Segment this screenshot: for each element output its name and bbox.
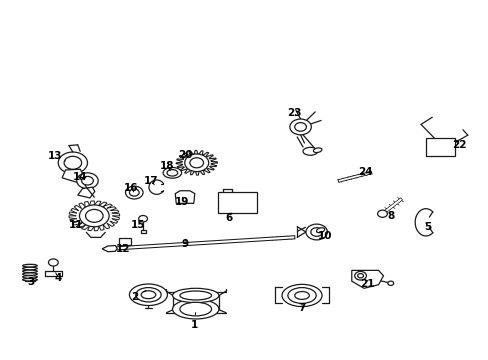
Text: 17: 17 [143, 176, 158, 186]
Text: 5: 5 [423, 222, 430, 231]
Text: 12: 12 [115, 244, 130, 254]
Ellipse shape [282, 284, 322, 307]
Circle shape [354, 271, 366, 280]
Circle shape [294, 123, 306, 131]
Text: 21: 21 [359, 279, 374, 289]
Text: 16: 16 [124, 183, 138, 193]
Circle shape [125, 186, 143, 199]
Ellipse shape [316, 228, 324, 233]
Ellipse shape [136, 288, 161, 302]
Bar [141, 230, 145, 233]
Bar [217, 192, 256, 213]
Text: 4: 4 [55, 273, 62, 283]
Circle shape [387, 281, 393, 285]
Text: 14: 14 [72, 172, 87, 182]
Circle shape [129, 189, 139, 196]
Ellipse shape [163, 167, 181, 178]
Ellipse shape [22, 264, 37, 267]
Text: 18: 18 [160, 161, 174, 171]
Text: 3: 3 [27, 277, 35, 287]
Text: 23: 23 [286, 108, 301, 118]
Text: 19: 19 [175, 197, 189, 207]
Text: 2: 2 [131, 291, 146, 302]
Bar [119, 238, 131, 245]
Ellipse shape [180, 291, 211, 300]
Circle shape [139, 216, 147, 222]
Ellipse shape [22, 273, 37, 275]
Circle shape [64, 156, 81, 169]
Circle shape [189, 158, 203, 168]
Ellipse shape [180, 302, 211, 316]
Circle shape [184, 154, 208, 172]
Polygon shape [175, 191, 194, 203]
Circle shape [357, 274, 363, 278]
Text: 22: 22 [451, 140, 466, 150]
Circle shape [81, 176, 93, 185]
Text: 6: 6 [225, 213, 232, 222]
Text: 20: 20 [178, 150, 192, 160]
Circle shape [58, 152, 87, 174]
Ellipse shape [303, 147, 317, 155]
Circle shape [80, 205, 109, 227]
Ellipse shape [129, 284, 167, 306]
Text: 13: 13 [48, 150, 65, 161]
Circle shape [310, 228, 322, 236]
Text: 11: 11 [69, 220, 83, 230]
Circle shape [289, 119, 311, 135]
Ellipse shape [287, 288, 316, 303]
Text: 8: 8 [386, 211, 394, 221]
Ellipse shape [22, 276, 37, 278]
Ellipse shape [294, 292, 309, 300]
Polygon shape [62, 169, 83, 183]
Ellipse shape [141, 291, 156, 299]
Text: 7: 7 [298, 303, 305, 314]
Circle shape [77, 173, 98, 189]
Polygon shape [102, 246, 117, 252]
Polygon shape [351, 270, 383, 288]
Text: 1: 1 [191, 312, 198, 330]
Text: 15: 15 [131, 220, 145, 230]
Ellipse shape [166, 170, 177, 176]
Ellipse shape [22, 270, 37, 273]
Ellipse shape [172, 299, 219, 319]
Bar [425, 138, 454, 156]
Circle shape [377, 210, 386, 217]
Polygon shape [78, 187, 95, 198]
Ellipse shape [172, 288, 219, 303]
Ellipse shape [22, 278, 37, 281]
Text: 9: 9 [181, 239, 188, 249]
Ellipse shape [22, 267, 37, 270]
Polygon shape [86, 232, 105, 237]
Text: 10: 10 [317, 231, 331, 240]
Circle shape [305, 224, 327, 240]
Text: 24: 24 [357, 167, 372, 177]
Circle shape [85, 210, 103, 222]
Ellipse shape [313, 148, 321, 153]
